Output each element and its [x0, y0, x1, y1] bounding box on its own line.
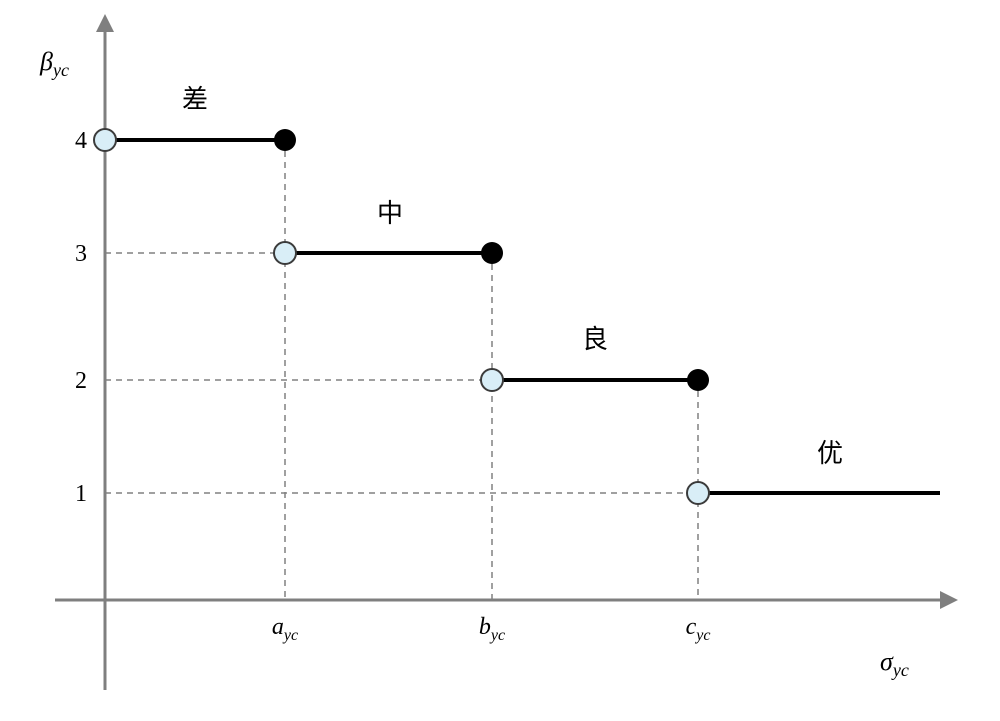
y-tick-label: 3 — [75, 241, 87, 267]
category-label: 优 — [817, 439, 843, 468]
category-label: 差 — [182, 85, 208, 114]
y-tick-label: 2 — [75, 368, 87, 394]
step-chart: 1 2 3 4 ayc byc cyc 差中良优 βyc σyc — [0, 0, 1000, 721]
x-arrow — [940, 591, 958, 609]
open-point — [274, 242, 296, 264]
x-tick-label: byc — [479, 614, 505, 644]
x-tick-label: cyc — [686, 614, 711, 644]
x-tick-label: ayc — [272, 614, 298, 644]
y-tick-label: 4 — [75, 128, 87, 154]
y-axis-title: βyc — [39, 47, 69, 80]
closed-point — [481, 242, 503, 264]
chart-svg: 1 2 3 4 ayc byc cyc 差中良优 βyc σyc — [0, 0, 1000, 721]
open-point — [481, 369, 503, 391]
closed-point — [687, 369, 709, 391]
y-arrow — [96, 14, 114, 32]
closed-point — [274, 129, 296, 151]
open-point — [687, 482, 709, 504]
category-label: 良 — [582, 325, 608, 354]
x-axis-title: σyc — [880, 647, 909, 680]
open-point — [94, 129, 116, 151]
y-tick-label: 1 — [75, 481, 87, 507]
category-label: 中 — [377, 199, 403, 228]
